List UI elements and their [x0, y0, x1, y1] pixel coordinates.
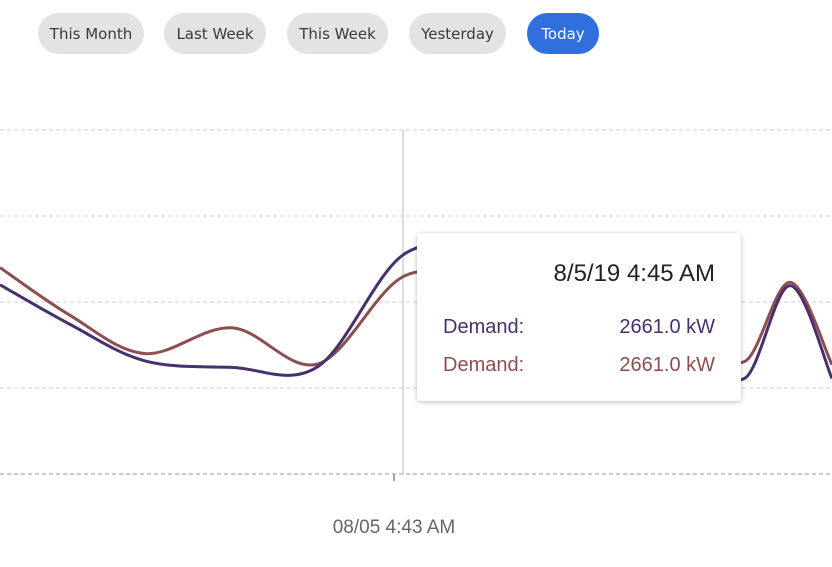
tooltip-title: 8/5/19 4:45 AM: [553, 260, 715, 287]
chart-tooltip: 8/5/19 4:45 AM Demand: 2661.0 kW Demand:…: [417, 233, 741, 401]
this-month-button[interactable]: This Month: [38, 13, 144, 54]
last-week-button[interactable]: Last Week: [164, 13, 266, 54]
date-range-selector: This Month Last Week This Week Yesterday…: [0, 0, 832, 70]
today-button[interactable]: Today: [527, 13, 599, 54]
tooltip-value: 2661.0 kW: [619, 354, 715, 376]
x-axis-label: 08/05 4:43 AM: [332, 517, 456, 538]
tooltip-value: 2661.0 kW: [619, 316, 715, 338]
tooltip-label: Demand:: [443, 354, 525, 376]
tooltip-label: Demand:: [443, 316, 525, 338]
this-week-button[interactable]: This Week: [287, 13, 388, 54]
yesterday-button[interactable]: Yesterday: [409, 13, 506, 54]
